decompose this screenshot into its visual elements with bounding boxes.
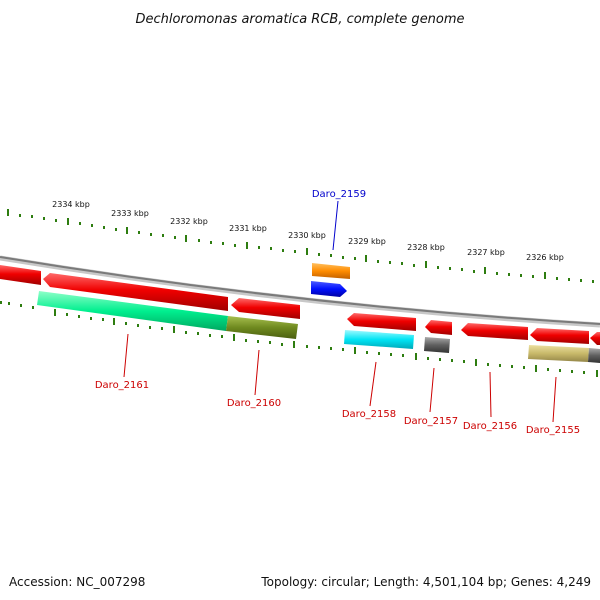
gene-label-daro-2158[interactable]: Daro_2158: [342, 409, 396, 420]
gene-block-cyan[interactable]: [344, 330, 414, 349]
gene-block-gray[interactable]: [588, 348, 600, 363]
major-tick: [67, 218, 69, 225]
gene-arrow-daro-2161[interactable]: [43, 273, 228, 311]
gene-labels: Daro_2159 Daro_2161 Daro_2160 Daro_2158 …: [95, 189, 580, 436]
genome-backbone-core: [0, 256, 600, 325]
major-tick: [535, 365, 537, 372]
major-tick: [596, 370, 598, 377]
major-tick: [233, 334, 235, 341]
major-tick: [544, 272, 546, 279]
gene-block-khaki[interactable]: [528, 345, 589, 362]
kbp-labels: 2334 kbp 2333 kbp 2332 kbp 2331 kbp 2330…: [52, 200, 564, 262]
major-tick: [415, 353, 417, 360]
tick-label: 2326 kbp: [526, 253, 564, 262]
major-tick: [173, 326, 175, 333]
gene-arrow-daro-2160[interactable]: [231, 298, 300, 319]
tick-label: 2331 kbp: [229, 224, 267, 233]
summary-text: Topology: circular; Length: 4,501,104 bp…: [260, 575, 591, 589]
gene-label-daro-2161[interactable]: Daro_2161: [95, 380, 149, 391]
accession-text: Accession: NC_007298: [9, 575, 145, 589]
major-tick: [306, 248, 308, 255]
major-tick: [7, 209, 9, 216]
tick-label: 2332 kbp: [170, 217, 208, 226]
gene-arrow-daro-2155[interactable]: [530, 328, 589, 344]
outer-tick-ruler: [7, 209, 594, 283]
major-tick: [185, 235, 187, 242]
gene-arrow[interactable]: [590, 332, 600, 345]
gene-arrow[interactable]: [312, 263, 350, 279]
tick-label: 2329 kbp: [348, 237, 386, 246]
gene-label-daro-2157[interactable]: Daro_2157: [404, 416, 458, 427]
major-tick: [484, 267, 486, 274]
inner-tick-ruler: [0, 301, 598, 377]
label-leaders: [123, 200, 557, 423]
gene-label-daro-2160[interactable]: Daro_2160: [227, 398, 281, 409]
leader-daro-2156: [489, 371, 492, 418]
gene-arrow-daro-2157[interactable]: [425, 320, 452, 335]
gene-block-olive[interactable]: [226, 316, 298, 339]
gene-label-daro-2155[interactable]: Daro_2155: [526, 425, 580, 436]
major-tick: [54, 309, 56, 316]
gene-arrow-daro-2156[interactable]: [461, 323, 528, 340]
major-tick: [293, 341, 295, 348]
gene-block-gray[interactable]: [424, 337, 450, 353]
major-tick: [425, 261, 427, 268]
gene-arrow-daro-2159[interactable]: [311, 281, 347, 297]
major-tick: [365, 255, 367, 262]
leader-daro-2155: [552, 376, 557, 423]
gene-label-daro-2156[interactable]: Daro_2156: [463, 421, 517, 432]
forward-strand-genes: [0, 263, 600, 345]
gene-arrow[interactable]: [0, 265, 41, 285]
leader-daro-2157: [429, 367, 435, 413]
major-tick: [354, 347, 356, 354]
tick-label: 2334 kbp: [52, 200, 90, 209]
gene-label-daro-2159[interactable]: Daro_2159: [312, 189, 366, 200]
leader-daro-2160: [254, 349, 260, 396]
tick-label: 2328 kbp: [407, 243, 445, 252]
tick-label: 2330 kbp: [288, 231, 326, 240]
gene-arrow-daro-2158[interactable]: [347, 313, 416, 331]
leader-daro-2161: [123, 333, 129, 378]
major-tick: [113, 318, 115, 325]
major-tick: [246, 242, 248, 249]
leader-daro-2159: [332, 200, 339, 251]
gene-block-spring-green[interactable]: [37, 291, 228, 331]
major-tick: [126, 227, 128, 234]
map-title: Dechloromonas aromatica RCB, complete ge…: [135, 12, 464, 27]
major-tick: [475, 359, 477, 366]
minor-ticks: [19, 214, 594, 283]
reverse-strand-genes: [37, 291, 600, 363]
tick-label: 2333 kbp: [111, 209, 149, 218]
leader-daro-2158: [369, 361, 377, 407]
tick-label: 2327 kbp: [467, 248, 505, 257]
